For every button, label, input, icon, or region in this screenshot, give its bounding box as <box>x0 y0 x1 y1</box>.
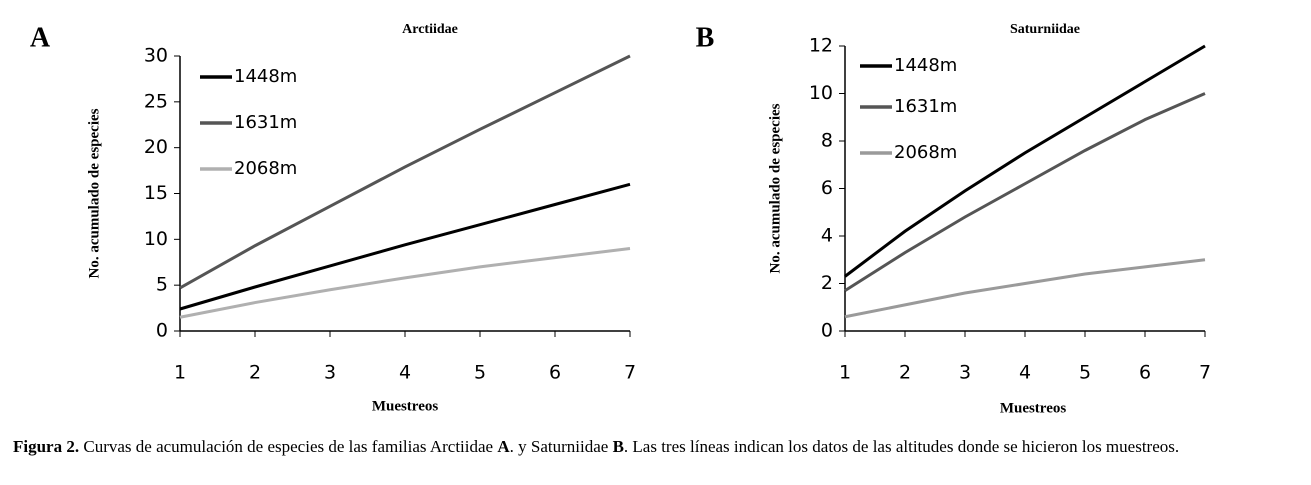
y-tick-label: 6 <box>821 177 833 199</box>
legend-label: 1448m <box>234 66 297 87</box>
legend-label: 1631m <box>234 112 297 133</box>
x-tick-label: 7 <box>1199 362 1211 384</box>
panel-label: B <box>696 22 715 53</box>
caption-text: Curvas de acumulación de especies de las… <box>79 437 498 456</box>
y-tick-label: 4 <box>821 225 833 247</box>
chart-title: Arctiidae <box>402 22 458 37</box>
legend-label: 1448m <box>894 55 957 76</box>
x-tick-label: 1 <box>174 362 186 384</box>
x-tick-label: 5 <box>1079 362 1091 384</box>
legend-label: 1631m <box>894 96 957 117</box>
x-tick-label: 4 <box>399 362 411 384</box>
legend-label: 2068m <box>894 142 957 163</box>
x-tick-label: 2 <box>249 362 261 384</box>
x-tick-label: 7 <box>624 362 636 384</box>
series-line <box>179 54 631 290</box>
y-axis-label: No. acumulado de especies <box>767 103 783 273</box>
y-tick-label: 0 <box>821 320 833 342</box>
y-tick-label: 10 <box>809 82 833 104</box>
x-tick-label: 3 <box>959 362 971 384</box>
x-tick-label: 4 <box>1019 362 1031 384</box>
caption-text: B <box>612 437 624 456</box>
y-tick-label: 30 <box>144 45 168 67</box>
panel-label: A <box>30 22 51 53</box>
x-tick-label: 1 <box>839 362 851 384</box>
x-tick-label: 5 <box>474 362 486 384</box>
x-tick-label: 2 <box>899 362 911 384</box>
series-line <box>179 182 631 311</box>
y-tick-label: 25 <box>144 90 168 112</box>
legend-label: 2068m <box>234 158 297 179</box>
series-line <box>179 247 631 319</box>
series-line <box>844 44 1206 278</box>
y-axis-label: No. acumulado de especies <box>86 108 102 278</box>
x-tick-label: 6 <box>1139 362 1151 384</box>
caption-text: . Las tres líneas indican los datos de l… <box>623 437 1180 456</box>
x-axis-label: Muestreos <box>372 398 439 414</box>
x-tick-label: 3 <box>324 362 336 384</box>
y-tick-label: 10 <box>144 228 168 250</box>
caption-text: A <box>497 437 510 456</box>
series-line <box>844 92 1206 292</box>
caption: Figura 2. Curvas de acumulación de espec… <box>13 436 1303 458</box>
y-tick-label: 12 <box>809 35 833 57</box>
caption-text: Figura 2. <box>13 437 80 456</box>
y-tick-label: 20 <box>144 136 168 158</box>
y-tick-label: 5 <box>156 274 168 296</box>
y-tick-label: 8 <box>821 130 833 152</box>
series-line <box>844 258 1206 319</box>
x-axis-label: Muestreos <box>1000 400 1067 416</box>
chart-title: Saturniidae <box>1010 22 1080 37</box>
y-tick-label: 2 <box>821 272 833 294</box>
y-tick-label: 0 <box>156 320 168 342</box>
caption-text: . y Saturniidae <box>509 437 613 456</box>
y-tick-label: 15 <box>144 182 168 204</box>
x-tick-label: 6 <box>549 362 561 384</box>
